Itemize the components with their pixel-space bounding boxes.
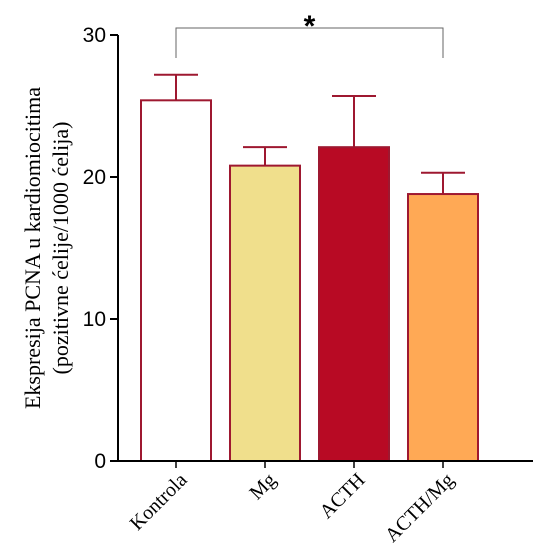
significance-marker: * bbox=[304, 10, 316, 43]
bars-layer bbox=[140, 73, 479, 462]
x-tick-label: ACTH/Mg bbox=[381, 469, 459, 547]
bar bbox=[318, 146, 390, 462]
bar bbox=[140, 99, 212, 462]
significance-bracket bbox=[175, 27, 444, 58]
bar bbox=[407, 193, 479, 462]
y-axis-label-line1: Ekspresija PCNA u kardiomiocitima bbox=[20, 87, 45, 409]
y-tick-label: 10 bbox=[83, 308, 106, 331]
y-tick-label: 0 bbox=[94, 450, 106, 473]
y-axis-label: Ekspresija PCNA u kardiomiocitima (pozit… bbox=[20, 87, 73, 409]
y-axis-label-line2: (pozitivne ćelije/1000 ćelija) bbox=[48, 122, 73, 375]
significance-layer: * bbox=[175, 10, 444, 58]
y-tick-label: 20 bbox=[83, 166, 106, 189]
y-tick-label: 30 bbox=[83, 24, 106, 47]
bar bbox=[229, 164, 301, 462]
x-tick-label: Kontrola bbox=[126, 469, 192, 535]
x-tick-label: ACTH bbox=[315, 469, 369, 523]
x-tick-label: Mg bbox=[245, 469, 280, 504]
